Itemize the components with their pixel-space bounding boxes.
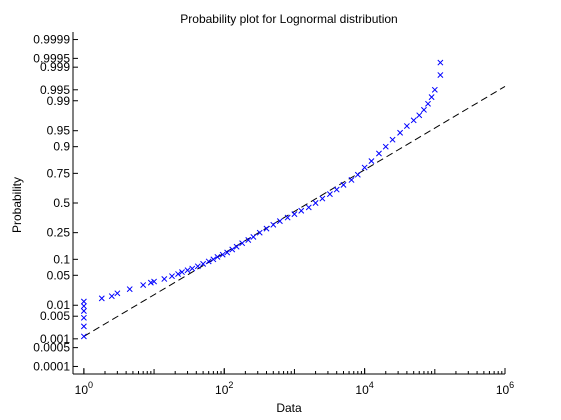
data-point-0-45 bbox=[354, 171, 361, 178]
y-tick-label-6: 0.1 bbox=[53, 252, 70, 266]
x-tick-label-1: 102 bbox=[215, 380, 233, 397]
data-point-0-15 bbox=[175, 271, 182, 277]
y-tick-label-4: 0.01 bbox=[47, 298, 71, 312]
x-axis-label: Data bbox=[276, 401, 302, 415]
data-point-0-17 bbox=[184, 267, 191, 274]
y-tick-label-16: 0.9999 bbox=[33, 33, 70, 47]
data-point-0-57 bbox=[428, 94, 435, 101]
data-point-0-51 bbox=[397, 129, 404, 136]
y-tick-label-1: 0.0005 bbox=[33, 341, 70, 355]
x-tick-label-0: 100 bbox=[75, 380, 93, 397]
y-axis-label: Probability bbox=[10, 177, 24, 233]
data-point-0-46 bbox=[361, 164, 368, 171]
x-tick-label-3: 106 bbox=[496, 380, 514, 397]
data-point-0-16 bbox=[179, 269, 185, 276]
data-point-0-60 bbox=[437, 59, 444, 66]
data-point-0-49 bbox=[382, 143, 389, 150]
x-tick-label-2: 104 bbox=[355, 380, 373, 397]
data-point-0-35 bbox=[284, 214, 291, 221]
data-point-0-7 bbox=[108, 293, 115, 300]
data-point-0-21 bbox=[205, 258, 212, 265]
data-point-0-47 bbox=[368, 158, 375, 165]
data-point-0-36 bbox=[291, 211, 298, 218]
data-point-0-59 bbox=[437, 72, 444, 78]
data-point-0-29 bbox=[245, 237, 252, 243]
y-tick-label-5: 0.05 bbox=[47, 268, 71, 282]
reference-line bbox=[83, 86, 506, 337]
data-point-0-0 bbox=[80, 333, 87, 340]
data-point-0-56 bbox=[425, 100, 431, 107]
data-point-0-55 bbox=[420, 106, 427, 113]
data-point-0-34 bbox=[276, 218, 283, 225]
data-point-0-44 bbox=[348, 176, 355, 183]
data-point-0-27 bbox=[233, 243, 240, 250]
data-point-0-23 bbox=[214, 253, 221, 260]
data-point-0-37 bbox=[298, 207, 305, 214]
data-point-0-3 bbox=[80, 308, 87, 314]
y-tick-label-3: 0.005 bbox=[40, 309, 70, 323]
data-point-0-12 bbox=[151, 278, 158, 285]
y-tick-label-14: 0.999 bbox=[40, 60, 70, 74]
data-point-0-42 bbox=[333, 186, 340, 193]
data-point-0-19 bbox=[194, 263, 201, 270]
y-tick-label-11: 0.95 bbox=[47, 124, 71, 138]
y-tick-label-12: 0.99 bbox=[47, 94, 71, 108]
y-tick-label-8: 0.5 bbox=[53, 196, 70, 210]
chart-title: Probability plot for Lognormal distribut… bbox=[180, 12, 397, 26]
data-point-0-2 bbox=[80, 314, 87, 321]
data-point-0-1 bbox=[80, 323, 87, 330]
data-point-0-8 bbox=[114, 290, 121, 297]
y-tick-label-15: 0.9995 bbox=[33, 51, 70, 65]
data-point-0-48 bbox=[375, 150, 382, 157]
y-tick-label-2: 0.001 bbox=[40, 332, 70, 346]
data-point-0-52 bbox=[403, 123, 410, 130]
data-point-0-10 bbox=[140, 282, 147, 288]
data-point-0-31 bbox=[256, 229, 263, 236]
data-point-0-11 bbox=[147, 279, 154, 286]
data-point-0-38 bbox=[305, 204, 312, 211]
data-point-0-22 bbox=[210, 256, 217, 263]
data-point-0-32 bbox=[263, 225, 270, 232]
y-tick-label-10: 0.9 bbox=[53, 140, 70, 154]
data-point-0-20 bbox=[200, 260, 207, 267]
data-point-0-18 bbox=[189, 265, 196, 272]
data-point-0-13 bbox=[161, 275, 168, 282]
data-point-0-39 bbox=[312, 200, 319, 206]
data-point-0-4 bbox=[80, 303, 87, 310]
data-point-0-50 bbox=[389, 136, 396, 143]
y-tick-label-9: 0.75 bbox=[47, 166, 71, 180]
y-tick-label-13: 0.995 bbox=[40, 83, 70, 97]
data-point-0-43 bbox=[340, 181, 347, 188]
data-point-0-14 bbox=[169, 273, 175, 280]
y-tick-label-0: 0.0001 bbox=[33, 359, 70, 373]
data-point-0-40 bbox=[319, 195, 326, 202]
data-point-0-30 bbox=[250, 233, 257, 240]
data-point-0-33 bbox=[270, 221, 277, 228]
data-point-0-5 bbox=[80, 298, 87, 305]
data-point-0-6 bbox=[98, 295, 105, 302]
data-point-0-58 bbox=[431, 86, 438, 93]
y-tick-label-7: 0.25 bbox=[47, 226, 71, 240]
data-point-0-53 bbox=[410, 117, 417, 124]
data-point-0-54 bbox=[416, 112, 423, 119]
data-point-0-9 bbox=[126, 286, 133, 293]
data-point-0-25 bbox=[224, 249, 231, 256]
data-point-0-24 bbox=[219, 251, 226, 258]
data-point-0-28 bbox=[239, 240, 246, 247]
data-point-0-41 bbox=[326, 191, 333, 198]
data-point-0-26 bbox=[229, 246, 236, 253]
